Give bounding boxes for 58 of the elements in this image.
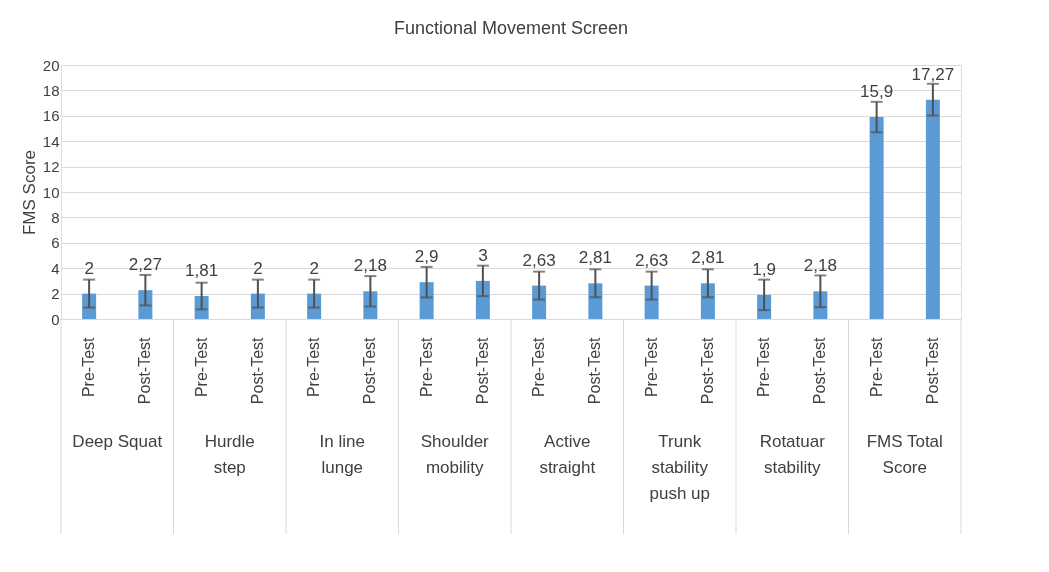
data-label: 3 <box>478 245 488 265</box>
data-label: 1,9 <box>752 259 776 279</box>
x-tick-label: Pre-Test <box>417 336 435 398</box>
text: Hurdle step <box>204 432 255 477</box>
y-axis-title: FMS Score <box>19 149 39 236</box>
y-tick-label: 6 <box>51 234 60 252</box>
data-label: 2,27 <box>128 255 162 275</box>
x-tick-label: Post-Test <box>698 336 716 405</box>
text: Deep Squat <box>72 432 163 451</box>
data-label: 2 <box>253 258 263 278</box>
text: FMS Total Score <box>866 432 943 477</box>
x-tick-label: Pre-Test <box>80 336 98 398</box>
x-tick-label: Post-Test <box>811 336 829 405</box>
x-tick-label: Post-Test <box>361 336 379 405</box>
y-tick-label: 18 <box>42 81 60 99</box>
data-label: 15,9 <box>860 82 894 102</box>
y-tick-label: 12 <box>42 158 60 176</box>
data-label: 2,9 <box>414 247 439 267</box>
chart-title: Functional Movement Screen <box>393 18 629 38</box>
text: Rotatuar stability <box>759 432 826 477</box>
text: In line lunge <box>319 432 365 477</box>
y-tick-label: 0 <box>51 310 60 328</box>
data-label: 2 <box>84 258 94 278</box>
y-tick-label: 10 <box>42 183 60 201</box>
y-tick-label: 16 <box>42 107 60 125</box>
bar <box>925 99 940 319</box>
x-tick-label: Post-Test <box>248 336 266 405</box>
bar <box>869 117 884 319</box>
bar <box>588 283 603 319</box>
y-tick-label: 20 <box>42 56 60 74</box>
data-label: 2,63 <box>522 250 556 270</box>
text: Active straight <box>539 432 596 477</box>
text: Shoulder mobility <box>420 432 490 477</box>
data-label: 2 <box>309 258 319 278</box>
x-tick-label: Post-Test <box>923 336 941 405</box>
data-label: 1,81 <box>185 261 219 281</box>
x-tick-label: Pre-Test <box>305 336 323 398</box>
data-label: 2,63 <box>635 250 669 270</box>
x-tick-label: Pre-Test <box>867 336 885 398</box>
x-tick-label: Pre-Test <box>530 336 548 398</box>
text: Trunk stability push up <box>649 432 710 503</box>
data-label: 2,18 <box>353 256 387 276</box>
x-tick-label: Pre-Test <box>642 336 660 398</box>
data-label: 17,27 <box>911 64 955 84</box>
data-label: 2,81 <box>578 248 612 268</box>
bar <box>700 283 715 319</box>
x-tick-label: Pre-Test <box>192 336 210 398</box>
y-tick-label: 4 <box>51 259 60 277</box>
data-label: 2,18 <box>803 256 837 276</box>
y-tick-label: 8 <box>51 208 60 226</box>
x-tick-label: Post-Test <box>586 336 604 405</box>
x-tick-label: Post-Test <box>473 336 491 405</box>
y-tick-label: 14 <box>42 132 60 150</box>
data-label: 2,81 <box>691 248 725 268</box>
x-tick-label: Pre-Test <box>755 336 773 398</box>
y-tick-label: 2 <box>51 285 60 303</box>
bar <box>475 280 490 319</box>
x-tick-label: Post-Test <box>136 336 154 405</box>
